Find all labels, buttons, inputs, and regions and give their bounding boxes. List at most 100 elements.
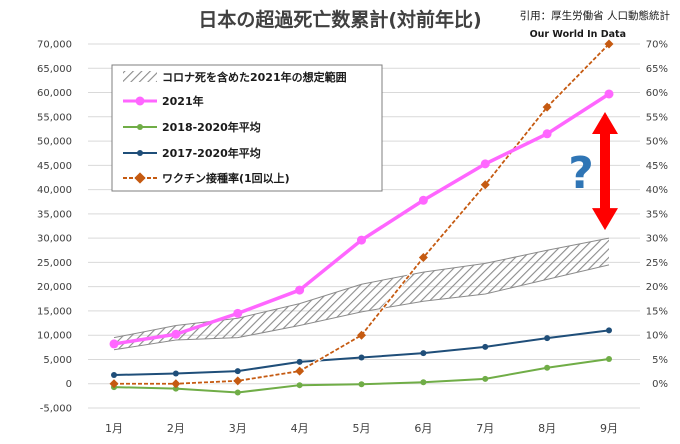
legend-label-2021: 2021年 (162, 94, 204, 108)
x-tick-7: 8月 (538, 422, 556, 435)
point-y2021-7 (542, 129, 552, 139)
legend-label-band: コロナ死を含めた2021年の想定範囲 (162, 70, 347, 84)
annotation: ? (568, 111, 618, 231)
point-vaccine-rate-6 (480, 180, 490, 190)
legend-band-swatch (123, 71, 157, 82)
point-avg-2017-2020-4 (358, 354, 365, 361)
point-vaccine-rate-4 (357, 330, 366, 340)
point-avg-2017-2020-5 (420, 350, 427, 357)
expected-range-band (113, 237, 610, 351)
y-right-tick-14: 70% (646, 40, 668, 51)
y-left-tick-6: 25,000 (37, 258, 72, 269)
y-left-tick-1: 0 (66, 379, 72, 390)
legend-marker-2021 (135, 96, 145, 106)
x-tick-4: 5月 (353, 422, 371, 435)
y-right-tick-4: 20% (646, 282, 668, 293)
point-avg-2017-2020-1 (172, 370, 179, 377)
series-avg-2017-2020 (111, 327, 612, 378)
point-vaccine-rate-1 (171, 379, 181, 389)
y-left-tick-10: 45,000 (37, 161, 72, 172)
y-left-tick-15: 70,000 (37, 40, 72, 51)
x-tick-0: 1月 (105, 422, 123, 435)
band-upper-edge (113, 237, 610, 339)
point-vaccine-rate-0 (109, 379, 119, 389)
band-area (114, 238, 609, 350)
legend-label-2017-2020: 2017-2020年平均 (162, 146, 261, 160)
point-avg-2018-2020-1 (172, 385, 179, 392)
series-vaccine-rate (109, 39, 614, 389)
source-credit: 引用：厚生労働省 人口動態統計 (520, 9, 671, 22)
x-axis: 1月 2月 3月 4月 5月 6月 7月 8月 9月 (105, 422, 618, 435)
y-left-tick-7: 30,000 (37, 234, 72, 245)
point-y2021-0 (109, 339, 119, 349)
point-avg-2018-2020-5 (420, 379, 427, 386)
point-avg-2017-2020-8 (606, 327, 612, 334)
y-right-tick-13: 65% (646, 64, 668, 75)
band-lower-edge (113, 264, 610, 351)
y-left-tick-13: 60,000 (37, 88, 72, 99)
data-credit: Our World In Data (530, 29, 626, 40)
point-vaccine-rate-3 (295, 366, 305, 376)
series-avg-2018-2020-line (113, 357, 610, 394)
point-y2021-6 (480, 159, 490, 169)
double-arrow (592, 111, 618, 231)
y-right-tick-11: 55% (646, 112, 668, 123)
point-vaccine-rate-7 (542, 102, 552, 112)
x-tick-6: 7月 (476, 422, 494, 435)
x-tick-5: 6月 (414, 422, 432, 435)
legend-marker-2017-2020 (137, 150, 143, 156)
point-avg-2017-2020-6 (482, 343, 489, 350)
point-avg-2018-2020-2 (234, 389, 241, 396)
point-avg-2017-2020-3 (296, 358, 303, 365)
legend-label-2018-2020: 2018-2020年平均 (162, 120, 261, 134)
y-left-tick-14: 65,000 (37, 64, 72, 75)
series-vaccine-rate-line (114, 43, 610, 385)
x-tick-8: 9月 (600, 422, 618, 435)
y-right-tick-3: 15% (646, 306, 668, 317)
question-mark: ? (568, 148, 594, 199)
y-left-tick-5: 20,000 (37, 282, 72, 293)
y-left-tick-3: 10,000 (37, 331, 72, 342)
point-vaccine-rate-8 (604, 39, 614, 49)
y-left-tick-0: -5,000 (40, 404, 72, 415)
x-tick-2: 3月 (229, 422, 247, 435)
x-tick-3: 4月 (291, 422, 309, 435)
point-y2021-5 (418, 195, 428, 205)
point-y2021-8 (604, 89, 614, 99)
point-avg-2017-2020-7 (544, 335, 551, 342)
legend-marker-vaccine (134, 172, 146, 184)
point-avg-2018-2020-8 (606, 355, 612, 362)
y-right-tick-12: 60% (646, 88, 668, 99)
point-y2021-2 (233, 308, 243, 318)
y-right-tick-1: 5% (652, 355, 668, 366)
y-axis-left: -5,000 0 5,000 10,000 15,000 20,000 25,000 30,0… (37, 40, 72, 415)
y-right-tick-7: 35% (646, 209, 668, 220)
chart-title: 日本の超過死亡数累計(対前年比) (198, 8, 481, 31)
point-avg-2017-2020-0 (111, 371, 117, 378)
y-right-tick-0: 0% (652, 379, 668, 390)
x-tick-1: 2月 (167, 422, 185, 435)
point-vaccine-rate-5 (418, 253, 428, 263)
y-left-tick-12: 55,000 (37, 112, 72, 123)
legend-label-vaccine: ワクチン接種率(1回以上) (162, 171, 290, 185)
y-left-tick-8: 35,000 (37, 209, 72, 220)
y-right-tick-5: 25% (646, 258, 668, 269)
point-y2021-4 (357, 235, 366, 245)
y-left-tick-9: 40,000 (37, 185, 72, 196)
series-group (109, 39, 614, 396)
y-right-tick-9: 45% (646, 161, 668, 172)
legend-marker-2018-2020 (137, 124, 143, 130)
y-left-tick-4: 15,000 (37, 306, 72, 317)
series-y2021 (109, 89, 614, 349)
point-avg-2018-2020-6 (482, 375, 489, 382)
point-avg-2018-2020-7 (544, 364, 551, 371)
point-y2021-1 (171, 329, 181, 339)
y-axis-right: 0% 5% 10% 15% 20% 25% 30% 35% 40% 45% 50% 55% 60% 65%… (646, 40, 668, 391)
y-right-tick-6: 30% (646, 234, 668, 245)
legend: コロナ死を含めた2021年の想定範囲 2021年 2018-2020年平均 20… (111, 64, 383, 192)
y-left-tick-11: 50,000 (37, 137, 72, 148)
y-right-tick-8: 40% (646, 185, 668, 196)
point-vaccine-rate-2 (233, 376, 243, 386)
